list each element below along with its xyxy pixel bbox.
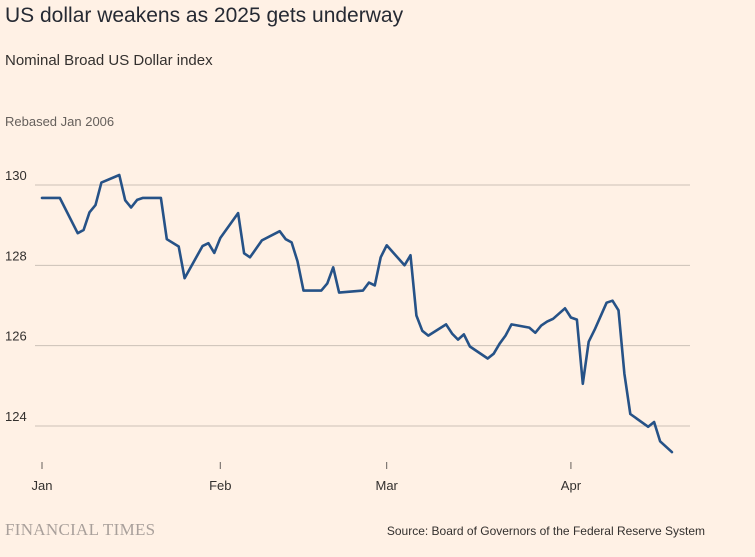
gridlines [35,184,690,427]
y-tick-label-130: 130 [5,168,27,183]
dollar-index-line [40,173,674,454]
x-tick-label-apr: Apr [561,478,582,493]
y-tick-label-124: 124 [5,409,27,424]
y-tick-label-126: 126 [5,329,27,344]
y-tick-label-128: 128 [5,248,27,263]
x-tick-label-feb: Feb [209,478,231,493]
ft-logo: FINANCIAL TIMES [5,520,156,539]
chart-subtitle: Nominal Broad US Dollar index [5,52,213,69]
x-tick-label-mar: Mar [375,478,398,493]
y-axis: 124 126 128 130 [5,168,27,424]
chart-title: US dollar weakens as 2025 gets underway [5,4,404,27]
source-note: Source: Board of Governors of the Federa… [386,524,705,538]
x-axis: Jan Feb Mar Apr [32,462,582,493]
y-axis-unit-label: Rebased Jan 2006 [5,114,115,129]
x-tick-label-jan: Jan [32,478,53,493]
